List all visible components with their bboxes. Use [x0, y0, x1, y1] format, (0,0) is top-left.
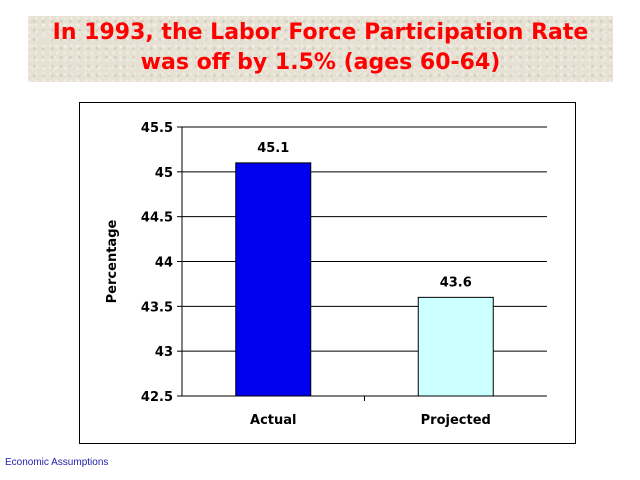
slide-title-line-2: was off by 1.5% (ages 60-64) [140, 50, 501, 75]
data-label: 43.6 [440, 275, 472, 290]
bar [417, 296, 494, 397]
x-tick-label: Actual [250, 413, 296, 428]
y-tick-label: 42.5 [141, 390, 173, 405]
y-axis-title: Percentage [105, 220, 120, 304]
y-tick-label: 44 [155, 256, 173, 271]
slide-title-line-1: In 1993, the Labor Force Participation R… [52, 20, 589, 45]
x-tick-label: Projected [421, 413, 491, 428]
bar [235, 162, 312, 397]
chart-frame: 42.5 43 43.5 44 44.5 45 45.5 45.1 Actual 43.6 Proj… [79, 102, 576, 444]
y-tick-label: 44.5 [141, 211, 173, 226]
title-banner: In 1993, the Labor Force Participation R… [28, 16, 613, 82]
y-tick-label: 43 [155, 345, 173, 360]
data-label: 45.1 [257, 141, 289, 156]
footer-label: Economic Assumptions [5, 457, 109, 468]
y-tick-label: 45.5 [141, 121, 173, 136]
bar-chart: 42.5 43 43.5 44 44.5 45 45.5 45.1 Actual 43.6 Proj… [105, 121, 547, 428]
y-tick-label: 45 [155, 166, 173, 181]
y-tick-label: 43.5 [141, 300, 173, 315]
